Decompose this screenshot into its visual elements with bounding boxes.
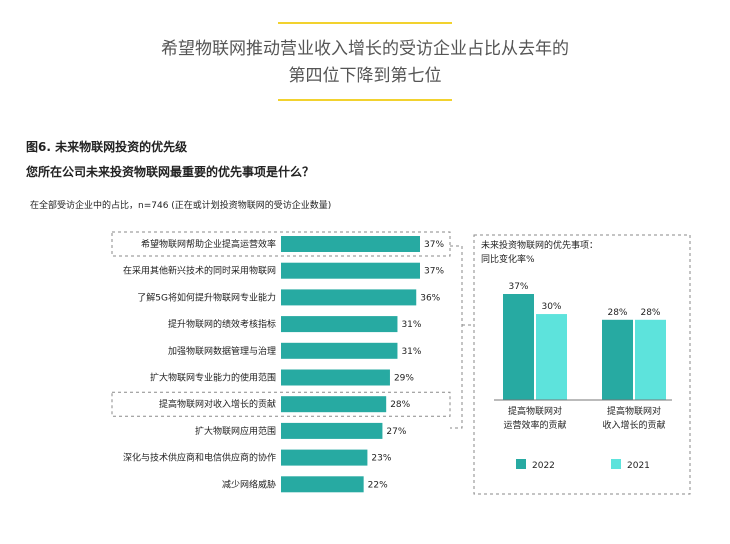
legend-label: 2022 bbox=[532, 461, 555, 471]
top-accent-rule bbox=[278, 22, 452, 24]
headline-line-2: 第四位下降到第七位 bbox=[288, 66, 442, 86]
bar bbox=[281, 316, 398, 333]
value-label: 37% bbox=[508, 282, 528, 292]
bar-2021 bbox=[536, 314, 567, 400]
value-label: 37% bbox=[424, 240, 444, 250]
value-label: 28% bbox=[640, 308, 660, 318]
group-label: 运营效率的贡献 bbox=[503, 419, 566, 431]
highlight-box bbox=[111, 231, 451, 257]
category-label: 扩大物联网应用范围 bbox=[195, 425, 276, 437]
value-label: 22% bbox=[368, 480, 388, 490]
value-label: 23% bbox=[371, 454, 391, 464]
connector-line bbox=[450, 245, 474, 429]
value-label: 36% bbox=[420, 293, 440, 303]
group-label: 提高物联网对 bbox=[607, 405, 661, 417]
category-label: 加强物联网数据管理与治理 bbox=[168, 345, 276, 357]
category-label: 希望物联网帮助企业提高运营效率 bbox=[141, 238, 276, 250]
group-label: 收入增长的贡献 bbox=[602, 419, 665, 431]
category-label: 深化与技术供应商和电信供应商的协作 bbox=[123, 452, 276, 464]
bar-2021 bbox=[635, 319, 666, 400]
bar bbox=[281, 476, 364, 493]
bar bbox=[281, 262, 420, 279]
bottom-accent-rule bbox=[278, 99, 452, 101]
comparison-title-line-1: 未来投资物联网的优先事项： bbox=[481, 239, 598, 251]
bar bbox=[281, 422, 383, 439]
category-label: 了解5G将如何提升物联网专业能力 bbox=[137, 291, 276, 303]
bar bbox=[281, 342, 398, 359]
value-label: 37% bbox=[424, 267, 444, 277]
category-label: 在采用其他新兴技术的同时采用物联网 bbox=[123, 265, 276, 277]
figure-question: 您所在公司未来投资物联网最重要的优先事项是什么？ bbox=[26, 165, 315, 179]
value-label: 31% bbox=[401, 347, 421, 357]
category-label: 扩大物联网专业能力的使用范围 bbox=[150, 372, 276, 384]
group-label: 提高物联网对 bbox=[508, 405, 562, 417]
value-label: 30% bbox=[541, 302, 561, 312]
figure-note: 在全部受访企业中的占比，n=746 (正在或计划投资物联网的受访企业数量) bbox=[30, 201, 332, 211]
value-label: 29% bbox=[394, 374, 414, 384]
bar bbox=[281, 289, 417, 306]
bar-2022 bbox=[503, 294, 534, 400]
bar bbox=[281, 449, 368, 466]
value-label: 28% bbox=[607, 308, 627, 318]
bar bbox=[281, 369, 390, 386]
category-label: 提升物联网的绩效考核指标 bbox=[168, 318, 276, 330]
legend-swatch-2022 bbox=[516, 459, 526, 469]
bar bbox=[281, 236, 420, 252]
headline-line-1: 希望物联网推动营业收入增长的受访企业占比从去年的 bbox=[161, 39, 569, 59]
value-label: 31% bbox=[401, 320, 421, 330]
comparison-title-line-2: 同比变化率% bbox=[481, 253, 535, 265]
value-label: 27% bbox=[386, 427, 406, 437]
legend-label: 2021 bbox=[627, 461, 650, 471]
value-label: 28% bbox=[390, 400, 410, 410]
figure-title: 图6. 未来物联网投资的优先级 bbox=[26, 140, 188, 154]
category-label: 减少网络威胁 bbox=[222, 478, 276, 490]
highlight-box bbox=[111, 391, 451, 417]
comparison-box bbox=[473, 234, 691, 495]
bar-2022 bbox=[602, 319, 633, 400]
category-label: 提高物联网对收入增长的贡献 bbox=[159, 398, 276, 410]
legend-swatch-2021 bbox=[611, 459, 621, 469]
bar bbox=[281, 396, 387, 413]
